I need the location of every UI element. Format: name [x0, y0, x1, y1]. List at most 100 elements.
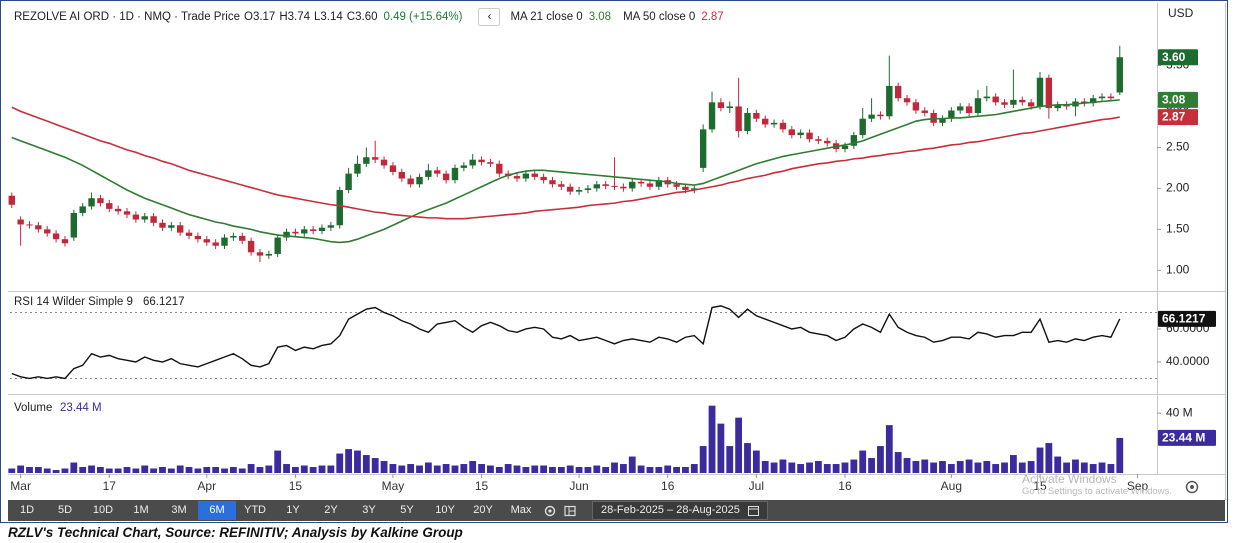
- volume-bar: [708, 405, 716, 473]
- x-tick-label: Sep: [1127, 479, 1149, 493]
- range-button[interactable]: 10D: [92, 504, 114, 516]
- candle-body: [283, 231, 290, 238]
- rsi-value: 66.1217: [143, 296, 185, 308]
- volume-bar: [212, 467, 220, 473]
- volume-bar: [123, 467, 131, 473]
- candle-body: [868, 114, 875, 119]
- candle-body: [460, 165, 468, 168]
- volume-bar: [487, 465, 494, 473]
- candle-body: [141, 216, 148, 220]
- volume-bar: [336, 453, 344, 473]
- candle-body: [815, 139, 822, 141]
- range-button[interactable]: 10Y: [435, 504, 455, 516]
- settings-icon[interactable]: [1185, 480, 1199, 494]
- candle-body: [301, 229, 308, 234]
- volume-bar: [682, 467, 689, 473]
- volume-bar: [903, 458, 911, 473]
- range-button[interactable]: 6M: [198, 501, 236, 520]
- date-range-text: 28-Feb-2025 – 28-Aug-2025: [601, 504, 740, 516]
- date-range[interactable]: 28-Feb-2025 – 28-Aug-2025: [592, 501, 768, 520]
- candle-body: [620, 186, 627, 189]
- candle-body: [983, 96, 991, 99]
- volume-bar: [238, 468, 246, 473]
- volume-bar: [841, 462, 849, 473]
- candle-body: [540, 176, 547, 181]
- y-tick-label: 1.00: [1166, 263, 1190, 277]
- y-tick-label: 2.50: [1166, 140, 1190, 154]
- candle-body: [185, 232, 193, 236]
- candle-body: [912, 102, 920, 111]
- candle-body: [451, 167, 459, 181]
- candle-body: [442, 173, 450, 181]
- candle-body: [957, 106, 964, 111]
- candle-body: [531, 173, 538, 177]
- volume-bar: [105, 468, 113, 473]
- last-value-label: 23.44 M: [1162, 431, 1205, 445]
- range-button[interactable]: 2Y: [324, 504, 338, 516]
- candle-body: [114, 208, 122, 212]
- candle-body: [708, 102, 716, 130]
- volume-bar: [132, 468, 140, 473]
- candle-body: [682, 186, 689, 191]
- indicator-line: [11, 305, 1121, 380]
- candle-body: [806, 132, 813, 140]
- volume-bar: [1098, 462, 1106, 473]
- y-tick-label: 40 M: [1166, 405, 1193, 419]
- x-tick-label: 15: [289, 479, 303, 493]
- volume-bar: [274, 450, 282, 473]
- volume-bar: [956, 461, 964, 473]
- volume-bar: [726, 446, 734, 473]
- ohlc-high: H3.74: [279, 11, 311, 23]
- range-button[interactable]: 20Y: [473, 504, 493, 516]
- candle-body: [194, 235, 202, 240]
- x-tick-label: Apr: [197, 479, 216, 493]
- snapshot-icon[interactable]: [540, 501, 560, 520]
- volume-bar: [354, 450, 361, 473]
- volume-bar: [788, 462, 796, 473]
- candle-body: [17, 219, 24, 225]
- moving-average-line: [11, 99, 1120, 244]
- range-button[interactable]: 1D: [19, 504, 35, 516]
- last-value-box: [1158, 310, 1216, 327]
- range-button[interactable]: Max: [510, 504, 532, 516]
- volume-bar: [1010, 455, 1017, 473]
- instrument: REZOLVE AI ORD · 1D · NMQ · Trade Price: [14, 11, 240, 23]
- candle-body: [655, 180, 663, 187]
- range-button[interactable]: 3Y: [362, 504, 376, 516]
- candle-body: [327, 225, 335, 228]
- layout-icon[interactable]: [560, 501, 580, 520]
- candle-body: [1054, 104, 1061, 109]
- candle-body: [363, 157, 370, 164]
- candle-body: [150, 216, 157, 223]
- volume-bar: [566, 465, 574, 473]
- volume-bar: [513, 465, 521, 473]
- candle-body: [398, 171, 405, 179]
- collapse-button[interactable]: ‹: [478, 8, 501, 26]
- candle-body: [52, 233, 60, 240]
- range-button[interactable]: YTD: [244, 504, 266, 516]
- volume-bar: [460, 464, 468, 473]
- volume-bar: [761, 461, 769, 473]
- volume-bar: [1063, 462, 1070, 473]
- x-tick-label: Aug: [941, 479, 962, 493]
- range-button[interactable]: 1M: [133, 504, 149, 516]
- volume-bar: [292, 467, 299, 473]
- candle-body: [629, 181, 636, 189]
- volume-bar: [1072, 459, 1079, 473]
- range-button[interactable]: 3M: [171, 504, 187, 516]
- range-button[interactable]: 5Y: [400, 504, 414, 516]
- last-value-box: [1158, 49, 1198, 66]
- volume-bar: [265, 465, 273, 473]
- volume-bar: [380, 461, 388, 473]
- volume-bar: [203, 467, 211, 473]
- candle-body: [1036, 77, 1044, 107]
- volume-bar: [752, 450, 760, 473]
- candle-body: [1019, 99, 1026, 103]
- volume-bar: [531, 465, 539, 473]
- range-button[interactable]: 5D: [57, 504, 73, 516]
- x-tick-label: 15: [475, 479, 489, 493]
- volume-bar: [664, 465, 672, 473]
- volume-bar: [407, 464, 415, 473]
- settings-ring: [1185, 480, 1199, 494]
- range-button[interactable]: 1Y: [286, 504, 300, 516]
